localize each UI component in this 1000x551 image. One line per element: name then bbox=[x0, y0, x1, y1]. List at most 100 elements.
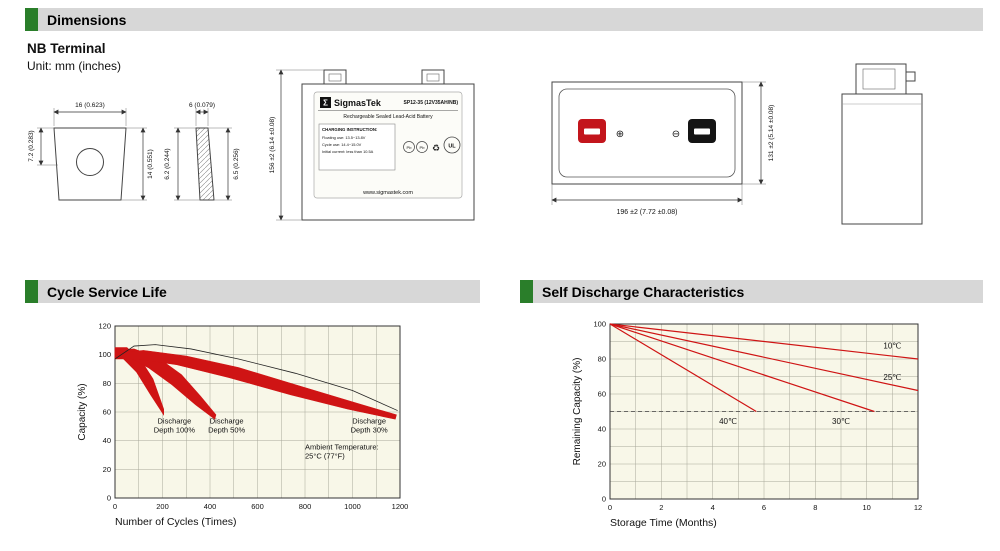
terminal-hole bbox=[76, 148, 104, 176]
battery-height-dim: 156 ±2 (6.14 ±0.08) bbox=[269, 117, 276, 174]
x-tick-label: 8 bbox=[813, 503, 817, 512]
y-tick-label: 0 bbox=[107, 494, 111, 503]
y-tick-label: 80 bbox=[103, 379, 111, 388]
brand-logo-icon: Σ bbox=[323, 99, 328, 108]
battery-type-text: Rechargeable Sealed Lead-Acid Battery bbox=[343, 114, 433, 120]
x-axis-label: Number of Cycles (Times) bbox=[115, 516, 237, 528]
negative-symbol: ⊖ bbox=[672, 129, 680, 140]
unit-note: Unit: mm (inches) bbox=[27, 59, 122, 73]
x-tick-label: 0 bbox=[113, 502, 117, 511]
charging-line-1: Floating use: 13.5~13.8V bbox=[322, 135, 366, 140]
x-tick-label: 600 bbox=[251, 502, 264, 511]
series-label: 40℃ bbox=[719, 417, 737, 426]
charging-line-3: Initial current: less than 10.5A bbox=[322, 149, 374, 154]
series-line bbox=[609, 323, 919, 392]
series-line bbox=[609, 323, 875, 413]
x-tick-label: 1200 bbox=[392, 502, 409, 511]
y-tick-label: 40 bbox=[598, 425, 606, 434]
cycle-service-life-chart: 0 200 400 600 800 1000 1200 0 20 40 60 80 100 120 Numb… bbox=[77, 322, 409, 529]
section-right-dim: 6.5 (0.256) bbox=[233, 148, 240, 179]
charging-line-2: Cycle use: 14.4~15.0V bbox=[322, 142, 362, 147]
battery-case-side bbox=[841, 93, 923, 225]
ul-icon-label: UL bbox=[448, 144, 456, 150]
extension-lines bbox=[195, 108, 209, 126]
terminal-front-drawing: 16 (0.623) 7.2 (0.283) 14 (0.551) bbox=[28, 102, 154, 201]
y-tick-label: 80 bbox=[598, 355, 606, 364]
envelope-curve bbox=[114, 344, 398, 411]
x-axis-label: Storage Time (Months) bbox=[610, 517, 717, 529]
nb-terminal-title: NB Terminal bbox=[27, 41, 106, 56]
terminal-body-shape bbox=[53, 127, 127, 201]
y-tick-label: 100 bbox=[593, 320, 606, 329]
plot-border bbox=[114, 325, 401, 499]
extension-lines bbox=[551, 184, 743, 205]
series-label: 30℃ bbox=[832, 417, 850, 426]
series-label: 10℃ bbox=[883, 342, 901, 351]
series-line bbox=[609, 323, 919, 360]
pb-icon bbox=[416, 141, 428, 153]
positive-symbol: ⊕ bbox=[616, 129, 624, 140]
cycle-service-life-header: Cycle Service Life bbox=[25, 280, 480, 303]
discharge-band bbox=[114, 350, 397, 420]
side-terminal-pin bbox=[905, 71, 916, 82]
brand-logo-box bbox=[320, 97, 331, 108]
dimensions-title: Dimensions bbox=[47, 11, 127, 28]
pb-icon bbox=[403, 141, 415, 153]
charging-instruction-box bbox=[318, 123, 396, 171]
pb-icon-label: Pb bbox=[420, 145, 426, 150]
x-tick-label: 2 bbox=[659, 503, 663, 512]
battery-width-dim: 131 ±2 (5.14 ±0.08) bbox=[768, 105, 775, 162]
band-label: Discharge Depth 30% bbox=[351, 416, 388, 434]
side-terminal-inner bbox=[862, 68, 896, 90]
x-tick-label: 200 bbox=[156, 502, 169, 511]
self-discharge-title: Self Discharge Characteristics bbox=[542, 283, 745, 300]
terminal-left-inner bbox=[328, 73, 342, 82]
green-accent-bar bbox=[520, 280, 533, 303]
green-accent-bar bbox=[25, 280, 38, 303]
x-tick-label: 12 bbox=[914, 503, 922, 512]
y-tick-label: 60 bbox=[598, 390, 606, 399]
positive-terminal-slot bbox=[584, 128, 600, 135]
section-width-dim: 6 (0.079) bbox=[189, 102, 215, 109]
cycle-service-life-title: Cycle Service Life bbox=[47, 283, 167, 300]
series-label: 25℃ bbox=[883, 373, 901, 382]
extension-lines bbox=[742, 81, 766, 185]
y-tick-label: 100 bbox=[98, 350, 111, 359]
negative-terminal-slot bbox=[694, 128, 710, 135]
x-tick-label: 400 bbox=[204, 502, 217, 511]
ul-icon bbox=[443, 136, 461, 154]
recycle-icon: ♻ bbox=[432, 143, 440, 153]
y-tick-label: 20 bbox=[598, 460, 606, 469]
x-tick-label: 1000 bbox=[344, 502, 361, 511]
x-tick-label: 6 bbox=[762, 503, 766, 512]
band-label: Discharge Depth 100% bbox=[154, 416, 196, 434]
x-tick-label: 800 bbox=[299, 502, 312, 511]
extension-lines bbox=[53, 108, 127, 126]
series-line bbox=[609, 323, 757, 413]
y-axis-label: Capacity (%) bbox=[77, 383, 88, 440]
x-tick-label: 4 bbox=[711, 503, 715, 512]
pb-icon-label: Pb bbox=[407, 145, 413, 150]
terminal-height-dim: 14 (0.551) bbox=[147, 149, 154, 179]
band-label: Discharge Depth 50% bbox=[208, 416, 245, 434]
model-number: SP12-35 (12V35AH/NB) bbox=[404, 100, 459, 106]
y-tick-label: 40 bbox=[103, 436, 111, 445]
terminal-width-dim: 16 (0.623) bbox=[75, 102, 105, 109]
website-text: www.sigmastek.com bbox=[362, 190, 413, 196]
self-discharge-header: Self Discharge Characteristics bbox=[520, 280, 983, 303]
battery-length-dim: 196 ±2 (7.72 ±0.08) bbox=[616, 209, 677, 216]
y-tick-label: 120 bbox=[98, 322, 111, 331]
dimensions-section-header: Dimensions bbox=[25, 8, 983, 31]
section-left-dim: 6.2 (0.244) bbox=[164, 148, 171, 179]
battery-front-drawing: 156 ±2 (6.14 ±0.08) Σ SigmasTek SP12-35 … bbox=[269, 69, 475, 221]
ambient-temperature-note: Ambient Temperature: 25°C (77°F) bbox=[305, 442, 379, 460]
battery-top-drawing: ⊕ ⊖ 196 ±2 (7.72 ±0.08) 131 ±2 (5.14 ±0.… bbox=[551, 81, 775, 216]
y-tick-label: 0 bbox=[602, 495, 606, 504]
y-tick-label: 60 bbox=[103, 408, 111, 417]
brand-name: SigmasTek bbox=[334, 98, 382, 108]
terminal-right bbox=[421, 69, 445, 85]
y-axis-label: Remaining Capacity (%) bbox=[572, 358, 583, 466]
y-tick-label: 20 bbox=[103, 465, 111, 474]
self-discharge-chart: 0 2 4 6 8 10 12 0 20 40 60 80 100 Storage Time (Month… bbox=[572, 320, 922, 530]
battery-side-drawing bbox=[841, 63, 923, 225]
